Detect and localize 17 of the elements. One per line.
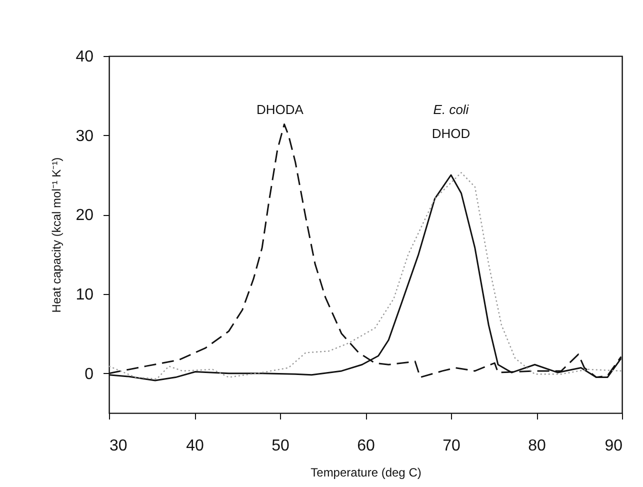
x-tick-label: 50 xyxy=(272,438,290,454)
annotation: E. coli xyxy=(433,102,470,117)
y-axis-title: Heat capacity (kcal mol⁻¹ K⁻¹) xyxy=(50,157,64,313)
x-tick-label: 80 xyxy=(528,438,546,454)
y-tick-label: 40 xyxy=(76,48,94,66)
annotation: DHODA xyxy=(256,102,304,117)
y-tick-label: 30 xyxy=(76,128,94,145)
y-tick-label: 0 xyxy=(84,366,94,383)
x-tick-label: 90 xyxy=(604,438,623,454)
x-tick-label: 40 xyxy=(186,438,204,454)
x-tick-label: 30 xyxy=(110,438,128,454)
x-axis-title: Temperature (deg C) xyxy=(310,466,422,480)
x-tick-label: 70 xyxy=(442,438,460,454)
annotation: DHOD xyxy=(432,126,470,141)
y-tick-label: 10 xyxy=(76,286,94,304)
x-tick-label: 60 xyxy=(357,438,375,454)
y-tick-label: 20 xyxy=(76,207,94,224)
